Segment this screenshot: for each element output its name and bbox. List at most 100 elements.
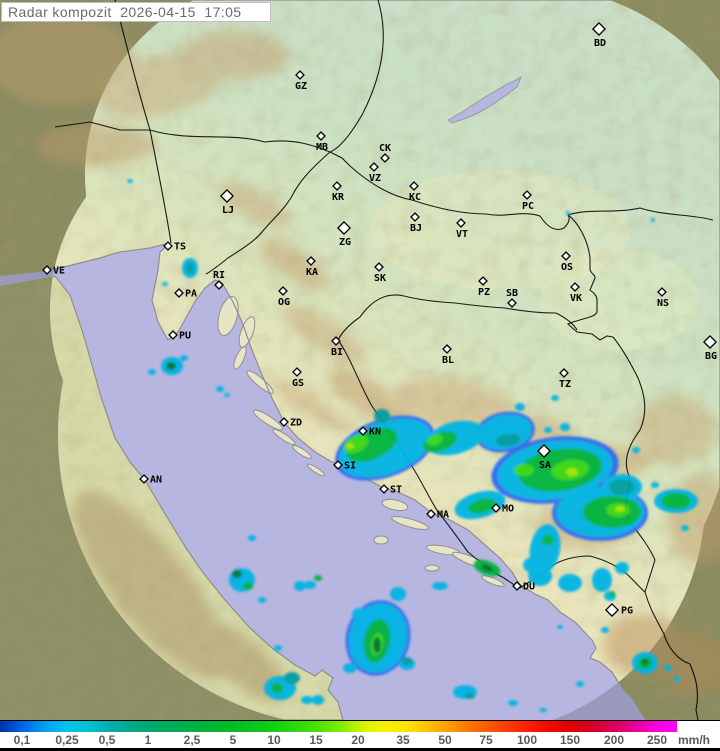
city-marker-vt: VT xyxy=(456,218,468,240)
precipitation-cell xyxy=(544,427,552,433)
city-label: VT xyxy=(456,229,468,240)
city-marker-an: AN xyxy=(139,474,162,486)
city-marker-kc: KC xyxy=(409,181,421,203)
city-label: ST xyxy=(390,485,402,496)
city-marker-bd: BD xyxy=(592,22,606,49)
precipitation-cell xyxy=(514,464,534,476)
legend-tick-label: 150 xyxy=(559,733,581,747)
legend-tick-label: 5 xyxy=(229,733,237,747)
precipitation-cell xyxy=(402,657,412,665)
precipitation-cell xyxy=(539,708,547,712)
city-label: KC xyxy=(409,192,421,203)
intensity-legend: mm/h 0,1 0,25 0,5 1 2,5 5 10 15 20 35 50 75 100 150 20… xyxy=(0,720,720,751)
city-label: BI xyxy=(331,347,343,358)
map-canvas: GZ MB CK VZ KR KC LJ ZG BJ VT PC BD TS OS KA SK VE RI PA PZ… xyxy=(0,0,720,721)
precipitation-cell xyxy=(508,700,518,706)
city-label: KR xyxy=(332,192,345,203)
city-label: BG xyxy=(705,351,717,362)
precipitation-cell xyxy=(180,355,188,361)
precipitation-cell xyxy=(343,663,357,673)
city-label: KA xyxy=(306,267,318,278)
precipitation-cell xyxy=(346,443,354,449)
precipitation-cell xyxy=(148,369,156,375)
precipitation-cell xyxy=(352,608,368,620)
legend-tick-label: 0,1 xyxy=(13,733,31,747)
city-marker-gz: GZ xyxy=(295,70,307,92)
legend-tick-label: 75 xyxy=(479,733,493,747)
city-marker-mb: MB xyxy=(316,131,328,153)
city-label: VE xyxy=(53,266,65,277)
legend-tick-label: 50 xyxy=(438,733,452,747)
city-label: BL xyxy=(442,355,454,366)
precipitation-cell xyxy=(248,535,256,541)
city-label: PC xyxy=(522,201,534,212)
city-label: OS xyxy=(561,262,573,273)
city-label: VZ xyxy=(369,173,381,184)
precipitation-cell xyxy=(465,693,475,699)
city-marker-mo: MO xyxy=(491,503,514,515)
precipitation-cell xyxy=(542,535,554,545)
precipitation-cell xyxy=(642,659,648,665)
adriatic-islands xyxy=(217,296,505,587)
title-text: Radar kompozit 2026-04-15 17:05 xyxy=(8,4,242,20)
precipitation-cell xyxy=(166,362,176,370)
precipitation-cell xyxy=(427,434,443,446)
title-bar: Radar kompozit 2026-04-15 17:05 xyxy=(1,2,271,22)
city-label: CK xyxy=(379,143,391,154)
precipitation-cell xyxy=(258,597,266,603)
city-label: KN xyxy=(369,427,381,438)
radar-map: GZ MB CK VZ KR KC LJ ZG BJ VT PC BD TS OS KA SK VE RI PA PZ… xyxy=(0,0,720,721)
city-label: BJ xyxy=(410,223,422,234)
precipitation-cell xyxy=(674,676,680,682)
precipitation-cell xyxy=(523,557,543,573)
precipitation-cell xyxy=(294,581,306,591)
precipitation-cell xyxy=(576,681,584,687)
precipitation-cell xyxy=(373,637,381,653)
city-marker-zd: ZD xyxy=(279,417,302,429)
city-marker-ma: MA xyxy=(426,509,449,521)
city-marker-bj: BJ xyxy=(410,212,422,234)
precipitation-cell xyxy=(651,218,655,222)
city-marker-zg: ZG xyxy=(337,221,351,248)
city-marker-lj: LJ xyxy=(220,189,234,216)
legend-tick-label: 2,5 xyxy=(183,733,201,747)
city-label: PU xyxy=(179,331,191,342)
legend-labels: mm/h 0,1 0,25 0,5 1 2,5 5 10 15 20 35 50 75 100 150 20… xyxy=(0,732,720,748)
precipitation-cell xyxy=(314,575,322,581)
legend-tick-label: 200 xyxy=(603,733,625,747)
city-label: RI xyxy=(213,270,225,281)
legend-tick-label: 250 xyxy=(646,733,668,747)
city-label: GS xyxy=(292,378,304,389)
city-label: MB xyxy=(316,142,328,153)
precipitation-cell xyxy=(632,447,640,453)
precipitation-cell xyxy=(243,582,253,590)
city-marker-bl: BL xyxy=(442,344,454,366)
city-marker-pg: PG xyxy=(605,603,633,617)
precipitation-cell xyxy=(390,587,406,601)
city-marker-si: SI xyxy=(333,460,356,472)
city-marker-os: OS xyxy=(561,251,573,273)
precipitation-cell xyxy=(216,386,224,392)
city-marker-ts: TS xyxy=(163,241,186,253)
precipitation-cell xyxy=(558,574,582,592)
legend-tick-label: 20 xyxy=(351,733,365,747)
country-borders xyxy=(54,0,714,721)
precipitation-cell xyxy=(609,591,615,597)
city-marker-tz: TZ xyxy=(559,368,571,390)
city-label: NS xyxy=(657,298,669,309)
city-marker-ve: VE xyxy=(42,265,65,277)
city-markers-layer: GZ MB CK VZ KR KC LJ ZG BJ VT PC BD TS OS KA SK VE RI PA PZ… xyxy=(42,22,717,617)
city-label: PZ xyxy=(478,287,490,298)
city-label: OG xyxy=(278,297,290,308)
precipitation-cell xyxy=(592,568,612,592)
legend-tick-label: 1 xyxy=(144,733,152,747)
city-label: LJ xyxy=(222,205,234,216)
precipitation-cell xyxy=(615,506,625,512)
legend-tick-label: 10 xyxy=(267,733,281,747)
precipitation-cell xyxy=(274,645,282,651)
precipitation-cell xyxy=(566,211,570,215)
city-label: GZ xyxy=(295,81,307,92)
precipitation-cell xyxy=(186,262,194,274)
precipitation-layer xyxy=(127,179,698,712)
city-label: AN xyxy=(150,475,162,486)
